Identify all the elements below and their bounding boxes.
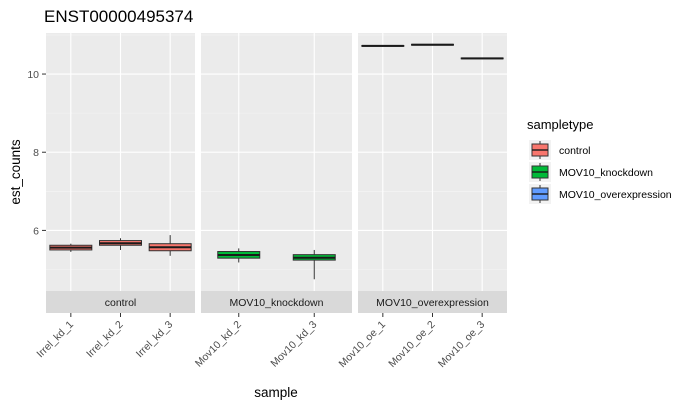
x-tick-label: Irrel_kd_2 <box>84 319 126 361</box>
x-tick-label: Mov10_oe_2 <box>386 319 438 371</box>
legend-label: control <box>559 145 591 157</box>
y-tick-label: 8 <box>33 147 39 159</box>
facet-strip-label: control <box>105 297 137 309</box>
x-tick-label: Mov10_kd_2 <box>193 319 244 370</box>
box <box>361 44 405 47</box>
y-tick-label: 6 <box>33 225 39 237</box>
legend: sampletype control MOV10_knockdown MOV10_ov… <box>527 117 672 204</box>
legend-key <box>529 162 551 182</box>
x-tick-label: Irrel_kd_1 <box>34 319 76 361</box>
x-axis-title: sample <box>254 385 298 400</box>
legend-title: sampletype <box>527 117 593 132</box>
x-tick-label: Mov10_oe_3 <box>436 319 488 371</box>
legend-key <box>529 184 551 204</box>
box <box>411 43 454 46</box>
box <box>99 238 142 250</box>
box <box>217 248 261 263</box>
panel-background <box>201 33 352 291</box>
facet-strip <box>46 291 195 313</box>
facet-strip-label: MOV10_knockdown <box>230 297 324 309</box>
x-tick-label: Irrel_kd_3 <box>134 319 176 361</box>
x-tick-label: Mov10_oe_1 <box>337 319 389 371</box>
facet-panel: control Irrel_kd_1 Irrel_kd_2 Irrel_kd_3 <box>34 33 195 360</box>
box <box>148 235 192 256</box>
box <box>460 57 504 60</box>
legend-key <box>529 140 551 160</box>
facet-panel: MOV10_knockdown Mov10_kd_2 Mov10_kd_3 <box>193 33 352 370</box>
y-tick-label: 10 <box>27 69 39 81</box>
legend-label: MOV10_overexpression <box>559 189 672 201</box>
facet-panels: control Irrel_kd_1 Irrel_kd_2 Irrel_kd_3 MOV… <box>27 33 507 370</box>
y-axis-title: est_counts <box>8 139 23 205</box>
legend-label: MOV10_knockdown <box>559 167 653 179</box>
facet-strip <box>201 291 352 313</box>
facet-strip-label: MOV10_overexpression <box>376 297 489 309</box>
box <box>292 249 336 280</box>
x-tick-label: Mov10_kd_3 <box>268 319 319 370</box>
facet-strip <box>358 291 507 313</box>
facet-panel: MOV10_overexpression Mov10_oe_1Mov10_oe_2… <box>337 33 507 370</box>
chart-title: ENST00000495374 <box>44 7 193 26</box>
box <box>49 243 93 252</box>
